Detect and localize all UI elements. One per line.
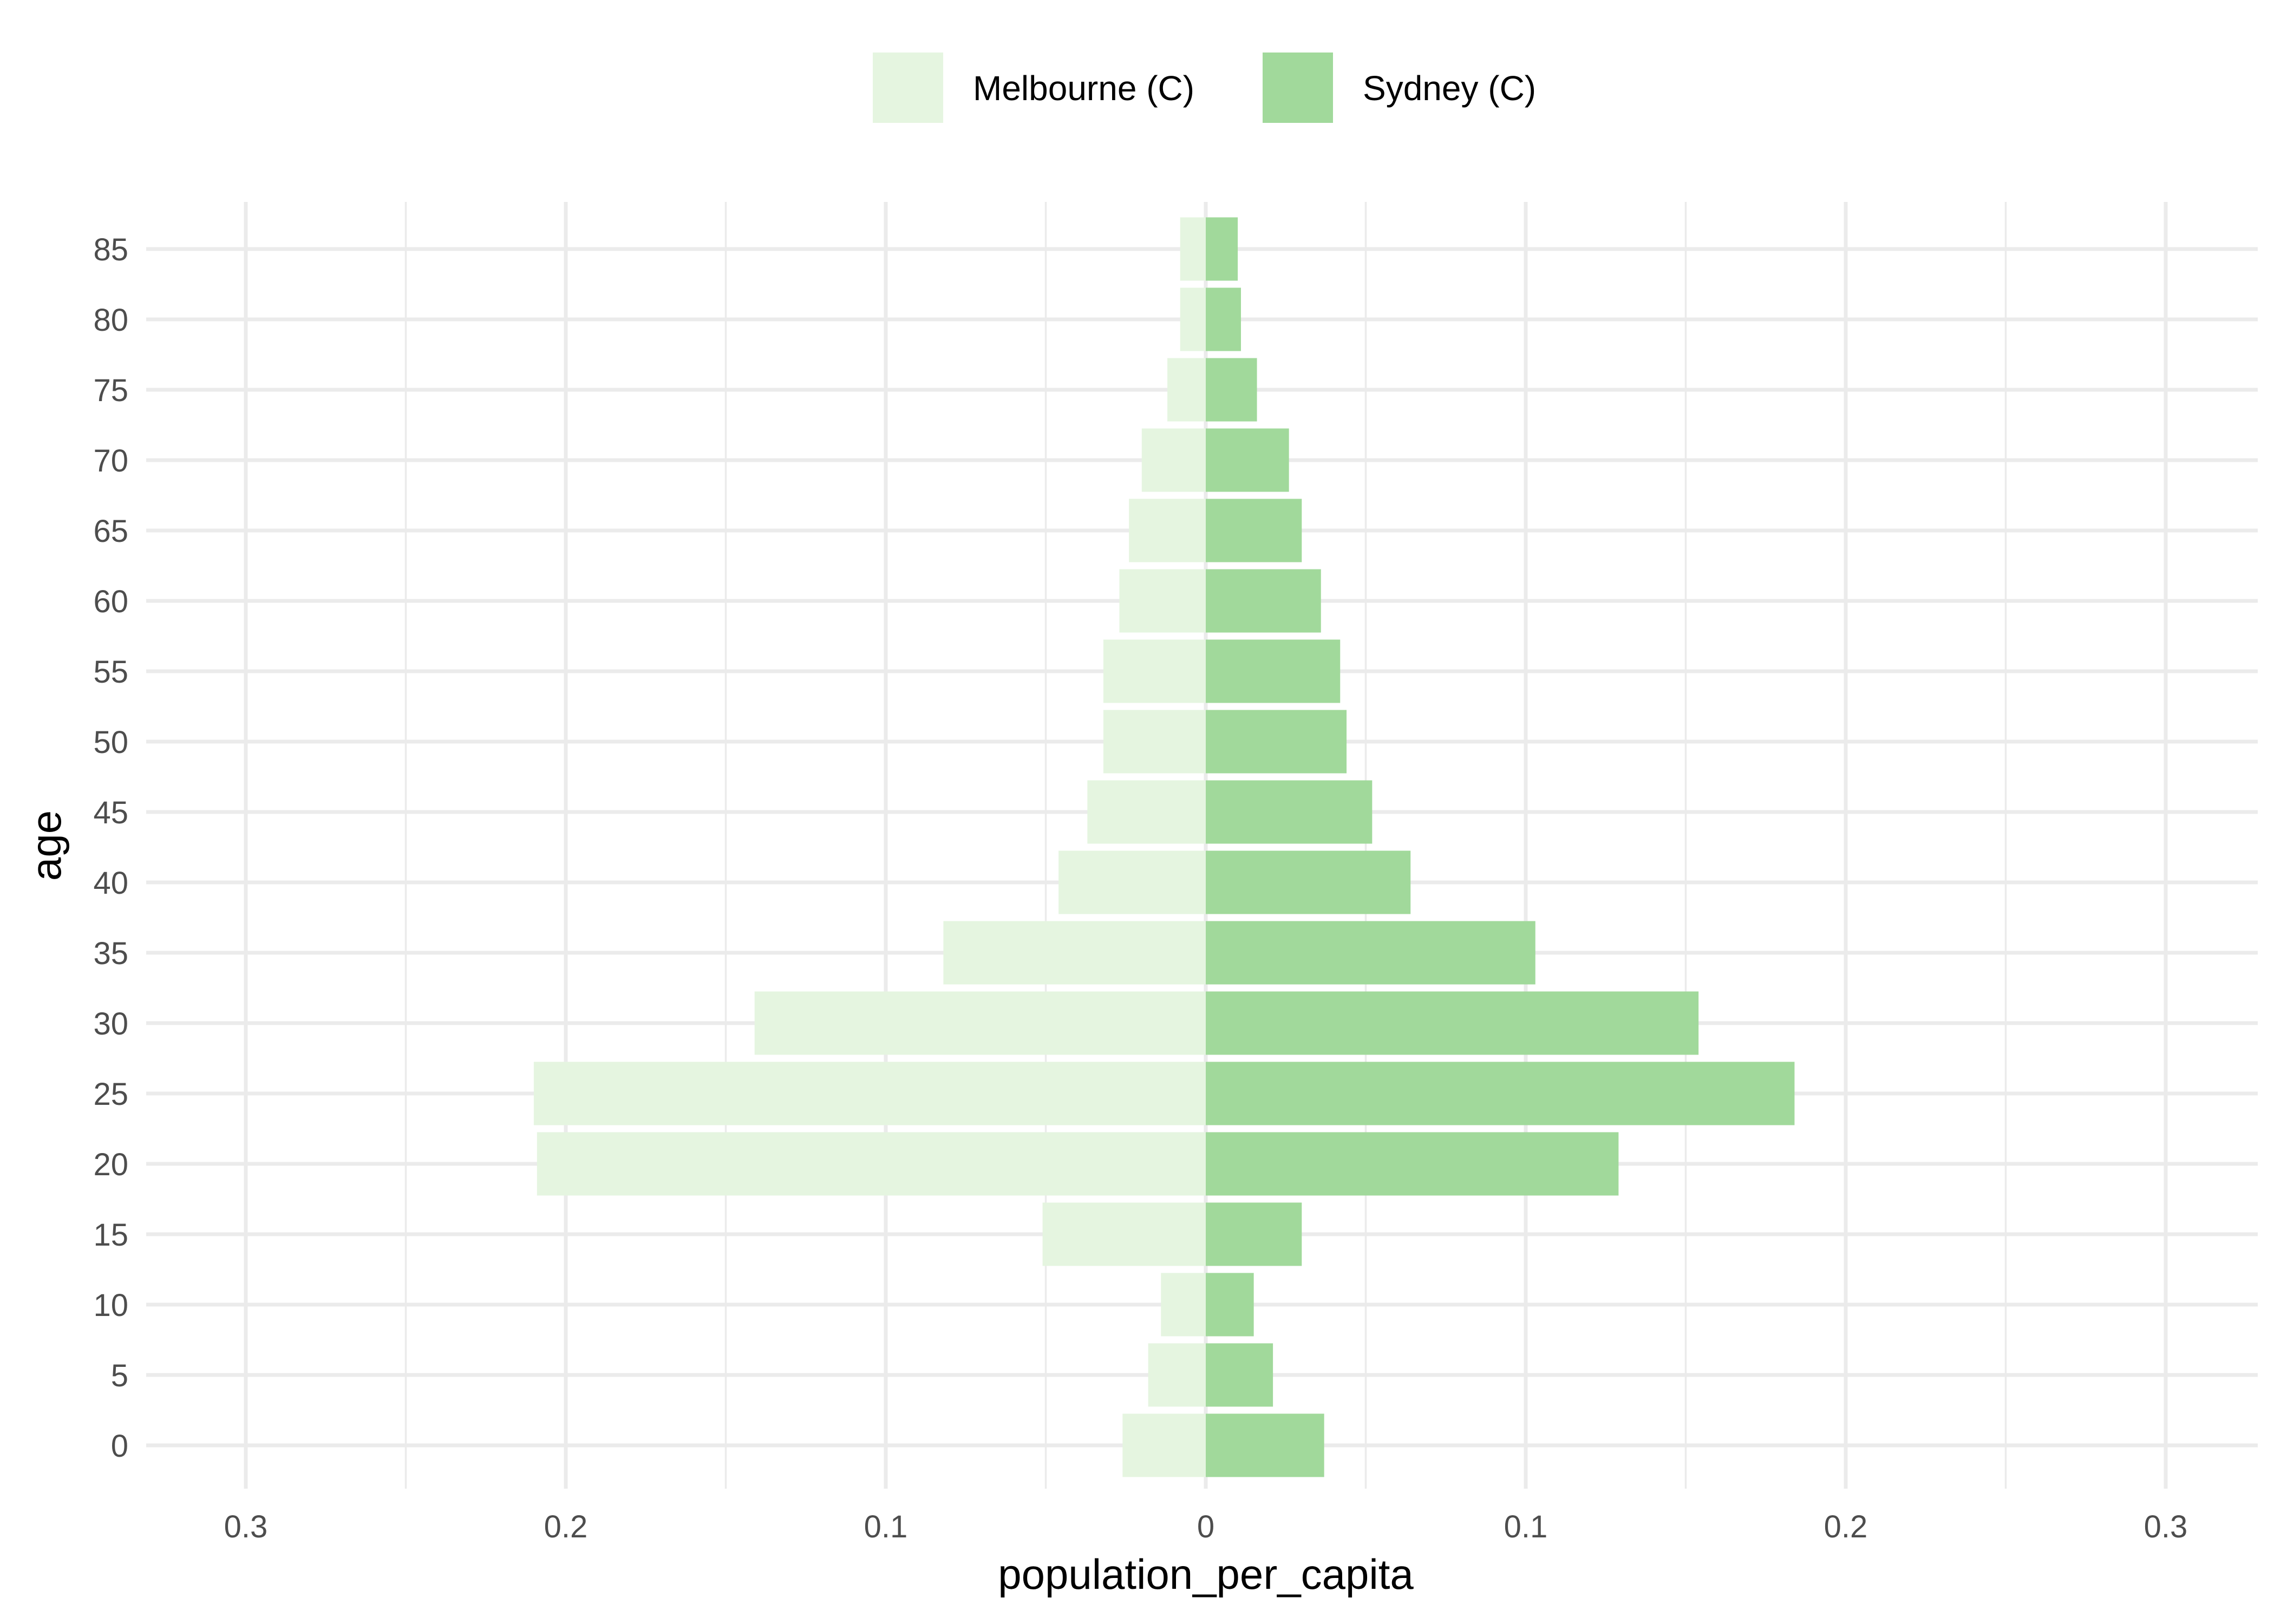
x-tick-label: 0.2 [544,1509,588,1544]
bar-sydney-c-age-65 [1206,499,1302,562]
y-tick-label: 60 [93,584,128,619]
y-tick-label: 65 [93,514,128,549]
bar-sydney-c-age-60 [1206,569,1321,633]
bar-melbourne-c-age-45 [1087,780,1206,844]
y-tick-label: 45 [93,795,128,830]
bar-sydney-c-age-40 [1206,850,1411,914]
bar-sydney-c-age-70 [1206,428,1289,492]
bar-melbourne-c-age-5 [1148,1343,1206,1407]
y-tick-label: 0 [111,1429,128,1464]
y-tick-label: 35 [93,936,128,971]
y-tick-label: 10 [93,1288,128,1323]
bar-melbourne-c-age-60 [1119,569,1206,633]
bar-sydney-c-age-85 [1206,217,1238,281]
legend: Melbourne (C) Sydney (C) [873,53,1536,123]
bar-melbourne-c-age-20 [537,1132,1206,1196]
bar-sydney-c-age-35 [1206,921,1535,985]
y-tick-label: 25 [93,1077,128,1112]
y-axis-title: age [22,810,70,881]
bars [533,217,1795,1477]
bar-melbourne-c-age-80 [1180,287,1206,351]
legend-swatch-sydney [1263,53,1333,123]
bar-sydney-c-age-50 [1206,710,1347,774]
y-tick-label: 40 [93,866,128,901]
bar-sydney-c-age-20 [1206,1132,1619,1196]
y-tick-label: 20 [93,1147,128,1182]
y-tick-label: 5 [111,1358,128,1393]
bar-melbourne-c-age-85 [1180,217,1206,281]
x-tick-label: 0.2 [1824,1509,1868,1544]
y-tick-label: 55 [93,654,128,690]
y-tick-label: 75 [93,373,128,408]
bar-sydney-c-age-25 [1206,1062,1795,1125]
bar-melbourne-c-age-40 [1058,850,1206,914]
bar-sydney-c-age-5 [1206,1343,1273,1407]
bar-melbourne-c-age-0 [1122,1413,1206,1477]
bar-sydney-c-age-30 [1206,991,1699,1055]
y-tick-label: 50 [93,725,128,760]
y-tick-label: 15 [93,1217,128,1253]
y-tick-label: 80 [93,303,128,338]
bar-melbourne-c-age-55 [1103,639,1206,703]
bar-sydney-c-age-80 [1206,287,1241,351]
bar-melbourne-c-age-75 [1167,358,1206,422]
x-tick-label: 0.1 [864,1509,908,1544]
bar-sydney-c-age-15 [1206,1202,1302,1266]
bar-melbourne-c-age-70 [1141,428,1206,492]
y-tick-label: 85 [93,232,128,267]
legend-label-sydney: Sydney (C) [1363,69,1536,108]
y-tick-label: 30 [93,1006,128,1042]
bar-melbourne-c-age-35 [943,921,1206,985]
y-axis-ticks: 0 5 10 15 20 25 30 35 40 45 50 55 60 65 70 75 80 85 [93,232,128,1464]
x-tick-label: 0.1 [1504,1509,1548,1544]
legend-label-melbourne: Melbourne (C) [973,69,1194,108]
x-axis-ticks: 0.3 0.2 0.1 0 0.1 0.2 0.3 [224,1509,2188,1544]
bar-melbourne-c-age-10 [1161,1273,1206,1337]
x-tick-label: 0.3 [224,1509,268,1544]
bar-melbourne-c-age-25 [533,1062,1206,1125]
bar-melbourne-c-age-65 [1129,499,1206,562]
bar-sydney-c-age-0 [1206,1413,1324,1477]
x-axis-title: population_per_capita [998,1550,1414,1598]
bar-sydney-c-age-10 [1206,1273,1254,1337]
legend-swatch-melbourne [873,53,943,123]
bar-sydney-c-age-45 [1206,780,1373,844]
y-tick-label: 70 [93,443,128,479]
bar-sydney-c-age-55 [1206,639,1341,703]
bar-melbourne-c-age-15 [1042,1202,1206,1266]
x-tick-label: 0 [1197,1509,1214,1544]
bar-melbourne-c-age-50 [1103,710,1206,774]
x-tick-label: 0.3 [2144,1509,2188,1544]
bar-sydney-c-age-75 [1206,358,1257,422]
bar-melbourne-c-age-30 [754,991,1206,1055]
